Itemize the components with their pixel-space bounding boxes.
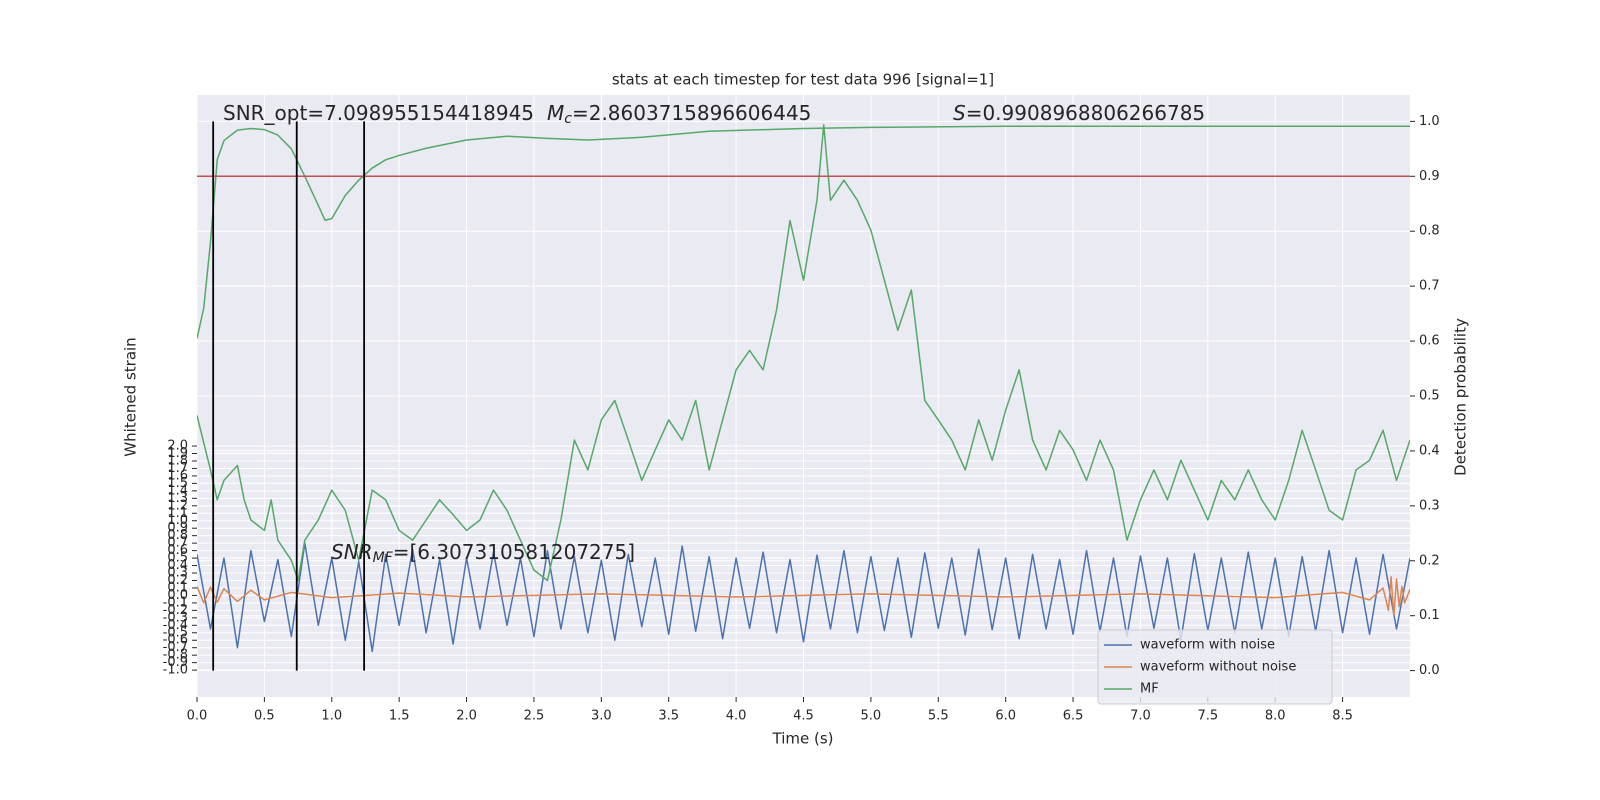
x-tick-label: 4.5 [793, 709, 814, 724]
x-tick-label: 8.0 [1265, 709, 1286, 724]
y2-tick-label: 0.3 [1419, 498, 1440, 513]
y2-tick-label: 0.0 [1419, 663, 1440, 678]
y-tick-label: -0.7 [163, 640, 188, 655]
series-line [197, 576, 1410, 618]
x-tick-label: 2.0 [456, 709, 477, 724]
y-tick-label: 1.8 [167, 453, 188, 468]
annotation-symbol: SNR [331, 540, 373, 564]
y-tick-label: -0.2 [163, 603, 188, 618]
legend-label: MF [1140, 682, 1159, 697]
series-line [197, 125, 1410, 339]
chart-title: stats at each timestep for test data 996… [612, 71, 994, 89]
y-tick-label: 0.8 [167, 528, 188, 543]
y-tick-label: 1.4 [167, 483, 188, 498]
annotation: SNRMF=[6.307310581207275] [331, 540, 635, 567]
y2-tick-label: 0.4 [1419, 443, 1440, 458]
y-tick-label: 2.0 [167, 439, 188, 454]
y-tick-label: 1.0 [167, 513, 188, 528]
y-tick-label: 1.6 [167, 468, 188, 483]
y-tick-label: -0.8 [163, 648, 188, 663]
y-tick-label: 1.3 [167, 491, 188, 506]
y-tick-label: 0.1 [167, 580, 188, 595]
y-tick-label: -0.9 [163, 655, 188, 670]
y-tick-label: 0.5 [167, 551, 188, 566]
x-tick-label: 7.5 [1197, 709, 1218, 724]
annotation-text: =2.8603715896606445 [572, 101, 811, 125]
y-tick-label: 1.1 [167, 506, 188, 521]
y2-tick-label: 1.0 [1419, 114, 1440, 129]
y-tick-label: 1.7 [167, 461, 188, 476]
x-tick-label: 2.5 [524, 709, 545, 724]
annotation-subscript: c [564, 111, 572, 127]
annotation-subscript: MF [373, 550, 394, 566]
x-tick-label: 3.5 [658, 709, 679, 724]
y-tick-label: 0.6 [167, 543, 188, 558]
y2-tick-label: 0.5 [1419, 389, 1440, 404]
x-axis-label: Time (s) [772, 730, 834, 748]
legend-box [1097, 629, 1333, 705]
x-tick-label: 0.0 [187, 709, 208, 724]
x-tick-label: 5.0 [861, 709, 882, 724]
series-line [197, 124, 1410, 582]
legend-label: waveform without noise [1140, 660, 1296, 675]
y2-tick-label: 0.7 [1419, 279, 1440, 294]
x-tick-label: 8.5 [1332, 709, 1353, 724]
annotation: S=0.9908968806266785 [953, 101, 1205, 125]
y-tick-label: 0.9 [167, 521, 188, 536]
y-tick-label: 0.0 [167, 588, 188, 603]
y-tick-label: 0.4 [167, 558, 188, 573]
y-tick-label: 1.5 [167, 476, 188, 491]
y2-tick-label: 0.9 [1419, 169, 1440, 184]
y-tick-label: 0.2 [167, 573, 188, 588]
y-tick-label: -1.0 [163, 663, 188, 678]
annotation: Mc=2.8603715896606445 [547, 101, 811, 128]
y-tick-label: -0.1 [163, 595, 188, 610]
y-tick-label: 1.2 [167, 498, 188, 513]
x-tick-label: 6.0 [995, 709, 1016, 724]
y-axis-label: Whitened strain [122, 337, 140, 456]
x-tick-label: 4.0 [726, 709, 747, 724]
y-tick-label: 1.9 [167, 446, 188, 461]
y-tick-label: 0.3 [167, 566, 188, 581]
x-tick-label: 5.5 [928, 709, 949, 724]
x-tick-label: 1.0 [321, 709, 342, 724]
y2-tick-label: 0.6 [1419, 334, 1440, 349]
y2-tick-label: 0.2 [1419, 553, 1440, 568]
annotation-text: SNR_opt=7.098955154418945 [223, 101, 534, 125]
y2-tick-label: 0.8 [1419, 224, 1440, 239]
legend-label: waveform with noise [1140, 638, 1275, 653]
y-tick-label: -0.3 [163, 610, 188, 625]
y-tick-label: -0.4 [163, 618, 188, 633]
x-tick-label: 1.5 [389, 709, 410, 724]
y2-axis-label: Detection probability [1452, 318, 1470, 476]
annotation-text: =0.9908968806266785 [966, 101, 1205, 125]
y-tick-label: -0.6 [163, 633, 188, 648]
x-tick-label: 0.5 [254, 709, 275, 724]
annotation-text: =[6.307310581207275] [393, 540, 635, 564]
y-tick-label: -0.5 [163, 625, 188, 640]
y2-tick-label: 0.1 [1419, 608, 1440, 623]
x-tick-label: 3.0 [591, 709, 612, 724]
annotation-symbol: S [953, 101, 966, 125]
y-tick-label: 0.7 [167, 536, 188, 551]
x-tick-label: 7.0 [1130, 709, 1151, 724]
annotation: SNR_opt=7.098955154418945 [223, 101, 534, 125]
x-tick-label: 6.5 [1063, 709, 1084, 724]
annotation-symbol: M [547, 101, 564, 125]
